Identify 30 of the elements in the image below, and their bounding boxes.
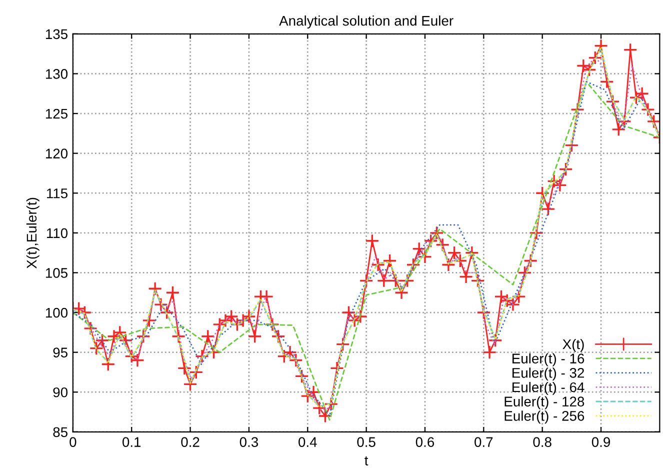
y-tick-label: 85 [53,427,68,438]
legend-label: Euler(t) - 64 [512,382,584,395]
legend-label: Euler(t) - 32 [512,368,584,381]
y-tick-label: 110 [46,228,68,238]
y-tick-label: 120 [46,148,68,158]
y-tick-label: 135 [46,29,68,40]
x-tick-label: 0.2 [181,437,200,447]
x-tick-label: 0 [70,437,76,447]
x-tick-label: 0.1 [122,437,141,447]
x-tick-label: 0.9 [592,437,610,447]
chart-title: Analytical solution and Euler [279,16,454,28]
legend-label: Euler(t) - 16 [512,353,584,366]
x-axis-title: t [364,456,368,466]
y-tick-label: 90 [53,387,68,398]
y-axis-title: X(t),Euler(t) [26,198,40,268]
y-tick-label: 115 [46,188,68,198]
x-tick-label: 0.3 [240,437,258,447]
x-tick-label: 0.7 [474,437,493,447]
x-tick-label: 0.6 [416,437,434,447]
y-tick-label: 100 [46,308,68,318]
y-tick-label: 125 [46,108,68,119]
x-tick-label: 0.4 [298,437,317,447]
y-tick-label: 130 [46,69,68,79]
y-tick-label: 95 [53,348,68,358]
legend-label: Euler(t) - 128 [504,396,584,410]
x-tick-label: 0.8 [533,437,552,447]
legend-label: X(t) [562,338,584,352]
x-tick-label: 0.5 [357,437,376,447]
y-tick-label: 105 [46,268,68,278]
legend-label: Euler(t) - 256 [504,410,584,424]
